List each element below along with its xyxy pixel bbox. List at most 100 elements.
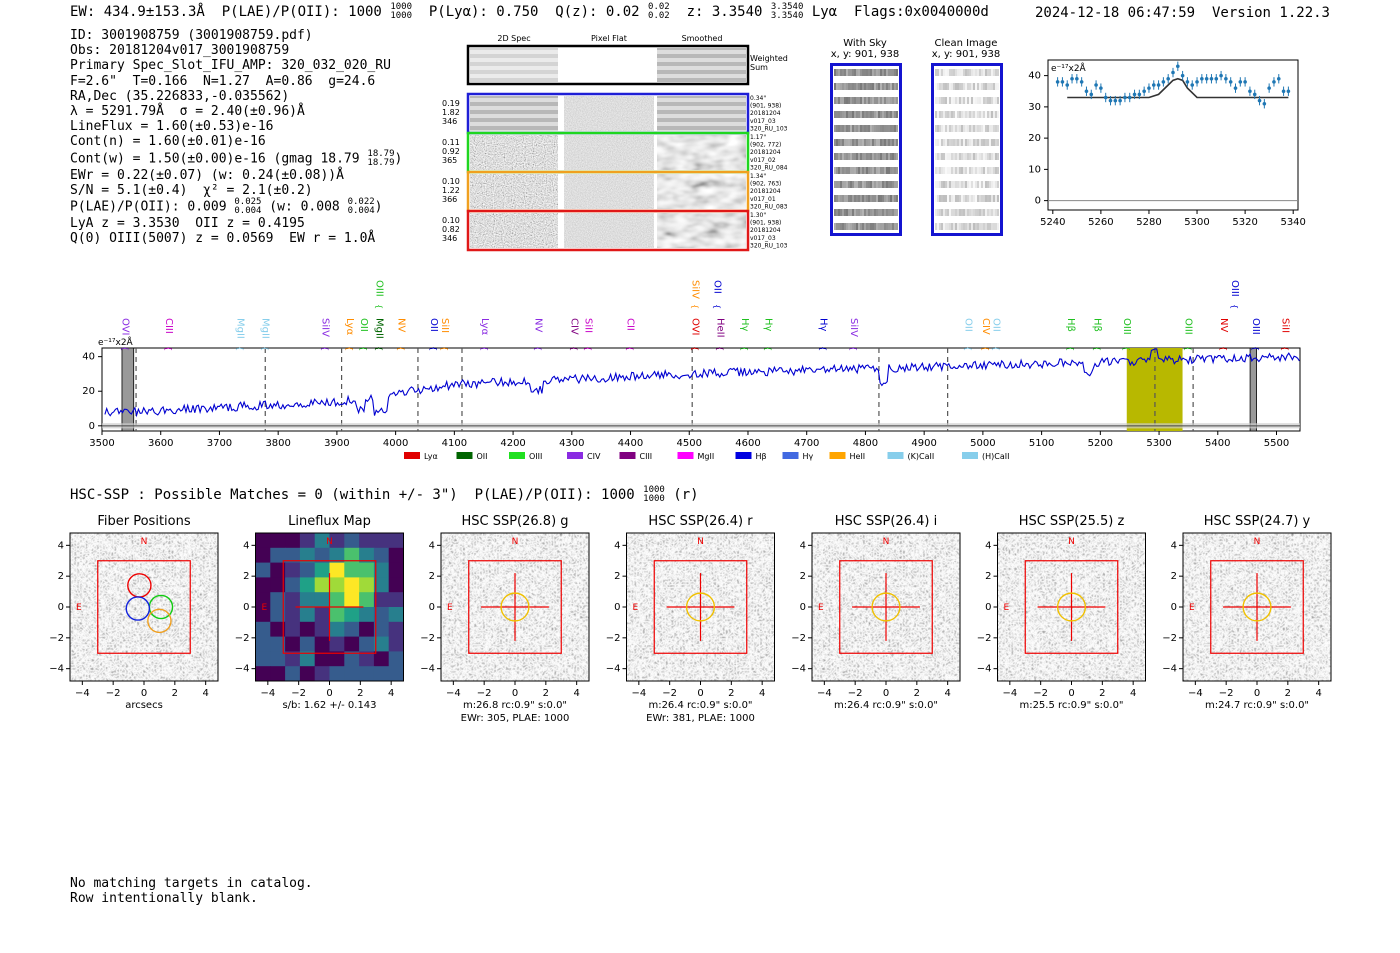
x-tick-label: −2: [1033, 688, 1048, 699]
cutout-right-label: 0.34": [750, 95, 766, 102]
data-point: [1204, 76, 1209, 81]
cutout-left-label: 365: [442, 156, 457, 165]
data-point: [1243, 80, 1247, 84]
y-tick-label: 0: [1171, 602, 1177, 613]
header-z: z: 3.3540: [686, 4, 763, 20]
cutout-left-label: 0.10: [442, 216, 460, 225]
header-summary: EW: 434.9±153.3Å P(LAE)/P(OII): 1000 100…: [70, 3, 989, 21]
panel-title: Lineflux Map: [288, 514, 371, 529]
image-panel: HSC SSP(25.5) z N E −4 −4 −2 −2 0 0 2 2 4 4 m:25.5 rc…: [977, 514, 1146, 711]
emission-line-label: CII: [625, 318, 636, 331]
cutout-right-label: 20181204: [750, 110, 781, 117]
footer-line2: Row intentionally blank.: [70, 891, 258, 906]
emission-line-tick: {: [981, 346, 990, 351]
header-plya: P(Lyα): 0.750: [428, 4, 539, 20]
emission-line-label: CIII: [163, 318, 174, 334]
cutout-left-label: 346: [442, 234, 457, 243]
x-tick-label: −4: [260, 688, 275, 699]
y-tick-label: 0: [800, 602, 806, 613]
emission-line-tick: {: [1066, 346, 1075, 351]
y-tick-label: −2: [977, 633, 992, 644]
header-plae-range: 1000 1000: [390, 2, 412, 21]
cutout-2d-spec: [470, 213, 558, 248]
emission-line-label: SiII: [439, 318, 450, 333]
full-spectrum-plot: 3500 3600 3700 3800 3900 4000 4100 4200 4300 4400…: [82, 280, 1301, 461]
x-tick-label: 4700: [794, 438, 819, 449]
data-point: [1219, 73, 1223, 78]
y-tick-label: 4: [1171, 540, 1177, 551]
image-panel: Fiber Positions N E −4 −4 −2 −2 0 0 2 2 4 4 arcsecs: [49, 514, 219, 711]
data-point: [1055, 80, 1060, 84]
cutout-right-label: 20181204: [750, 188, 781, 195]
info-id: ID: 3001908759 (3001908759.pdf): [70, 28, 313, 43]
x-tick-label: 5320: [1232, 217, 1257, 228]
data-point: [1151, 83, 1156, 87]
x-tick-label: 5000: [970, 438, 995, 449]
y-tick-label: −4: [791, 664, 806, 675]
weighted-sum-label: Weighted Sum: [750, 54, 788, 72]
imaging-panels: Fiber Positions N E −4 −4 −2 −2 0 0 2 2 4 4 arcsecs Li…: [49, 514, 1332, 724]
east-label: E: [633, 603, 639, 613]
east-label: E: [76, 603, 82, 613]
cutout-row-frame: [466, 209, 750, 252]
cutout-smoothed: [657, 96, 746, 131]
aperture-box: [1024, 560, 1119, 654]
x-tick-label: 4: [1315, 688, 1321, 699]
emission-line-label: Lyα: [344, 318, 355, 336]
emission-line-label: OIII: [1229, 280, 1240, 297]
image-panel: HSC SSP(26.8) g N E −4 −4 −2 −2 0 0 2 2 4 4 m:26.8 rc…: [420, 514, 590, 724]
x-tick-label: −4: [631, 688, 646, 699]
x-tick-label: 0: [326, 688, 332, 699]
info-lineflux: LineFlux = 1.60(±0.53)e-16: [70, 119, 274, 135]
legend-label: (K)CaII: [908, 452, 935, 461]
y-tick-label: 0: [429, 602, 435, 613]
emission-line-tick: {: [1093, 346, 1102, 351]
info-plae: P(LAE)/P(OII): 0.009 0.025 0.004 (w: 0.00…: [70, 197, 383, 217]
emission-line-tick: {: [1230, 304, 1239, 309]
x-tick-label: −2: [477, 688, 492, 699]
x-tick-label: −4: [1002, 688, 1017, 699]
emission-line-tick: {: [533, 346, 542, 351]
y-tick-label: −4: [977, 664, 992, 675]
info-fparams: F=2.6" T=0.166 N=1.27 A=0.86 g=24.6: [70, 73, 376, 89]
x-tick-label: 2: [1099, 688, 1105, 699]
cutout-smoothed: [657, 135, 746, 170]
info-lambda: λ = 5291.79Å σ = 2.40(±0.96)Å: [70, 104, 305, 120]
x-tick-label: −2: [848, 688, 863, 699]
cutout-right-label: 20181204: [750, 227, 781, 234]
x-tick-label: 4900: [911, 438, 936, 449]
x-tick-label: −4: [446, 688, 461, 699]
y-tick-label: 4: [243, 540, 249, 551]
emission-line-label: OIII: [1250, 318, 1261, 335]
emission-line-label: OII: [962, 318, 973, 332]
x-tick-label: 4: [202, 688, 208, 699]
data-point: [1070, 76, 1074, 81]
masked-region: [1249, 347, 1257, 432]
aperture-box: [1210, 560, 1304, 654]
data-point: [1103, 95, 1108, 100]
x-tick-label: 4500: [677, 438, 702, 449]
panel-caption: m:26.4 rc:0.9" s:0.0": [648, 700, 752, 711]
y-tick-label: 0: [58, 602, 64, 613]
x-tick-label: 2: [357, 688, 363, 699]
emission-line-tick: {: [164, 346, 173, 351]
cutout-2d-spec: [470, 135, 558, 170]
data-point: [1108, 98, 1113, 103]
emission-line-tick: {: [818, 346, 827, 351]
y-tick-label: 4: [985, 540, 991, 551]
legend-swatch: [735, 452, 752, 459]
data-point: [1118, 98, 1122, 103]
y-tick-label: −2: [235, 633, 250, 644]
y-tick-label: 2: [58, 571, 64, 582]
panel-title: HSC SSP(25.5) z: [1019, 514, 1125, 529]
legend-label: OIII: [529, 452, 542, 461]
y-tick-label: 2: [243, 571, 249, 582]
east-label: E: [447, 603, 453, 613]
emission-line-label: CIV: [568, 318, 579, 335]
emission-line-label: OIII: [373, 280, 384, 297]
legend-swatch: [567, 452, 583, 459]
legend-label: Hγ: [803, 452, 814, 461]
x-tick-label: 3700: [207, 438, 232, 449]
cutout-pixel-flat: [564, 96, 654, 131]
x-tick-label: 3600: [148, 438, 173, 449]
